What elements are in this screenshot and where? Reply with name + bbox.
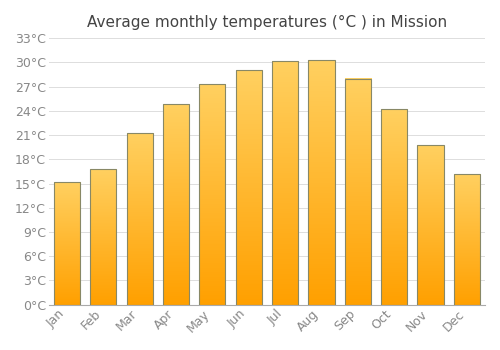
Bar (126, 133, 152, 305)
Bar (236, 70, 262, 305)
Bar (272, 61, 298, 305)
Title: Average monthly temperatures (°C ) in Mission: Average monthly temperatures (°C ) in Mi… (87, 15, 447, 30)
Bar (200, 84, 226, 305)
Bar (54, 182, 80, 305)
Bar (163, 104, 189, 305)
Bar (308, 60, 334, 305)
Bar (381, 109, 407, 305)
Bar (454, 174, 480, 305)
Bar (90, 169, 117, 305)
Bar (418, 145, 444, 305)
Bar (344, 78, 371, 305)
